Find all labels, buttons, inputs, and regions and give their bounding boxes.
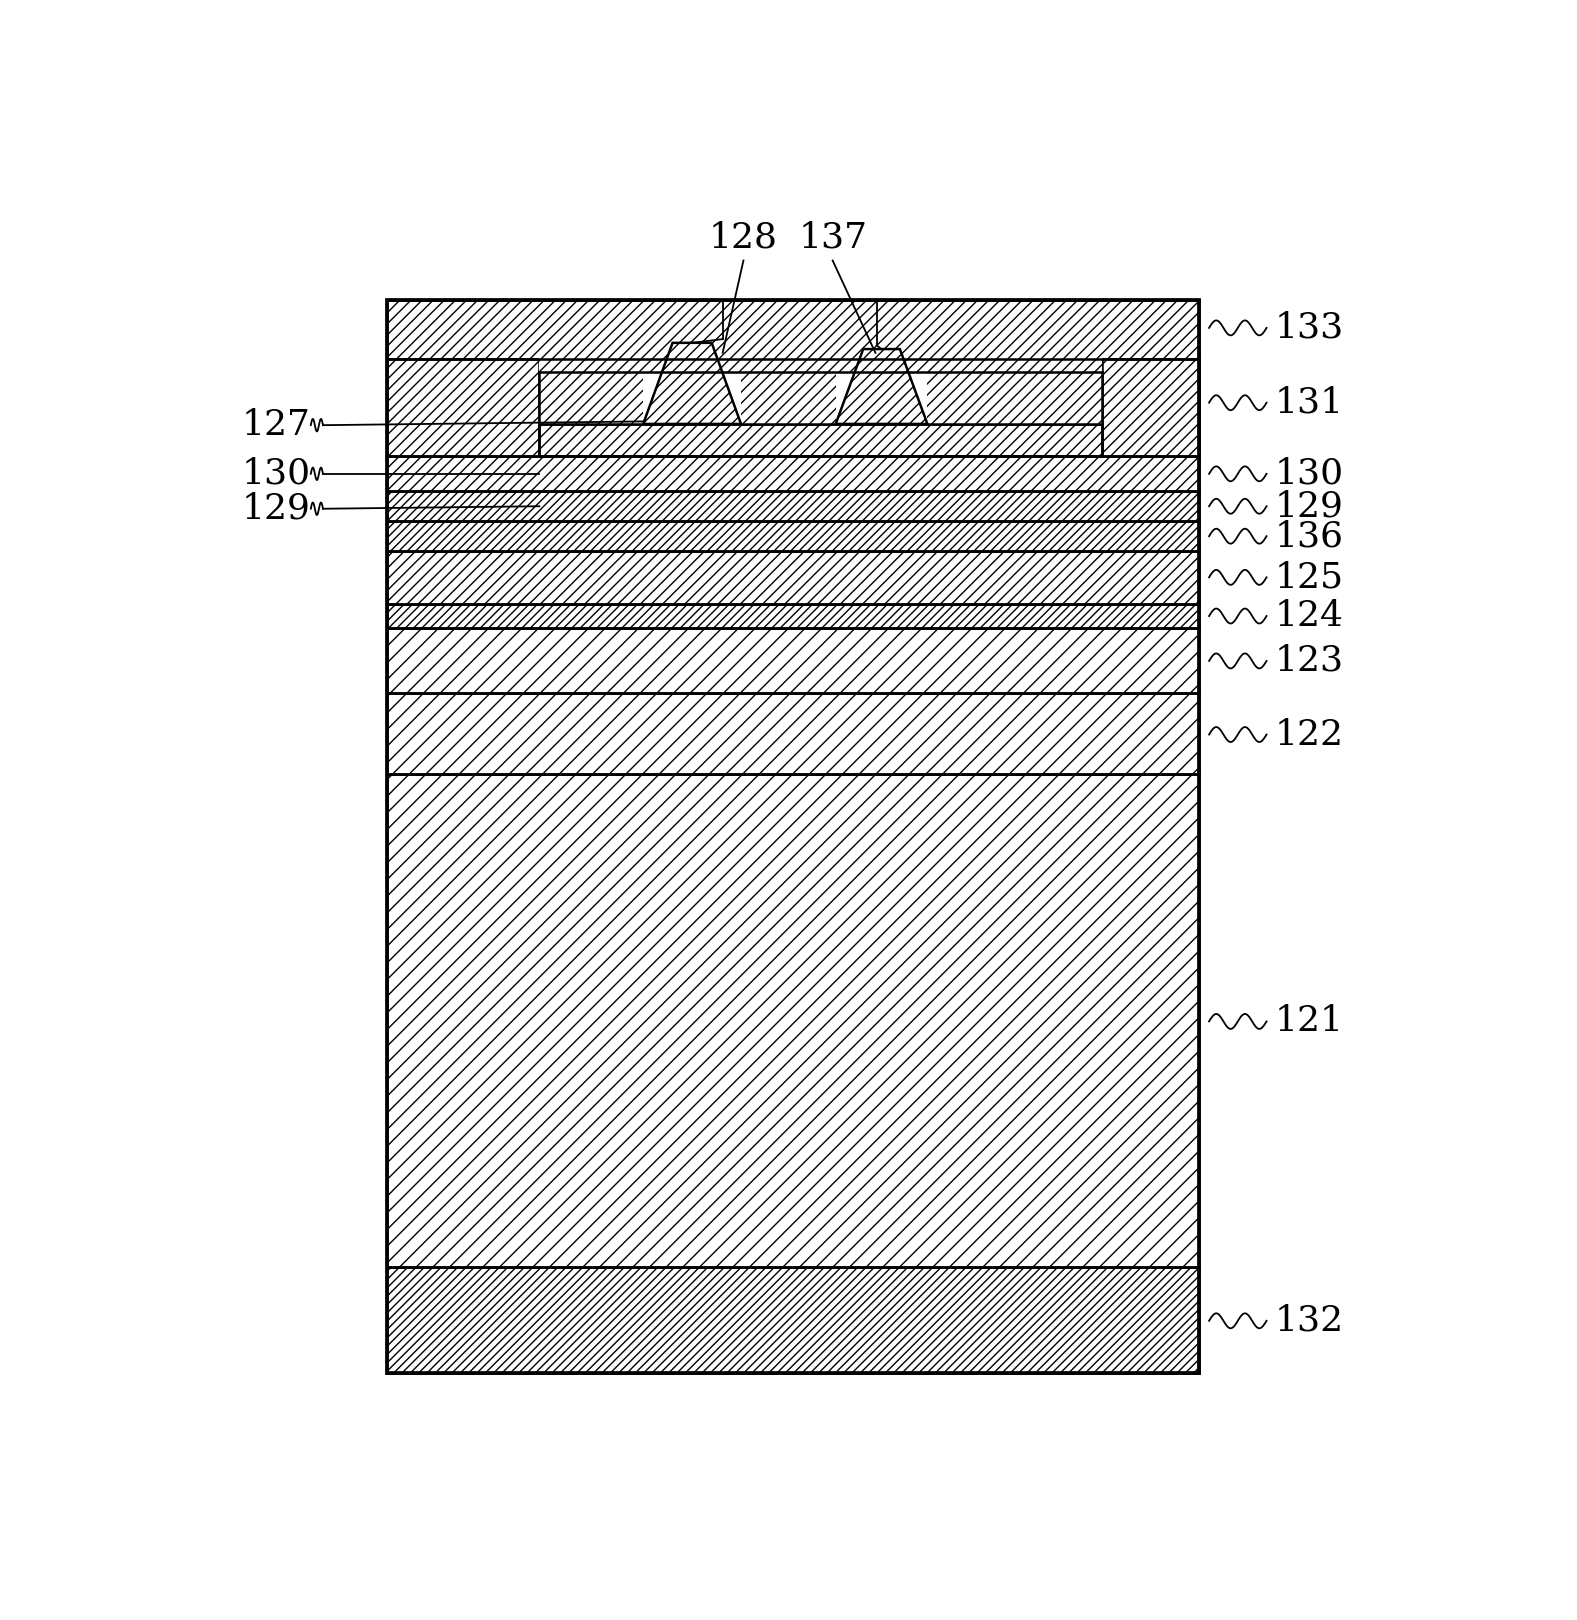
Bar [386, 300, 1199, 1374]
Bar [386, 522, 1199, 551]
Bar [386, 604, 1199, 629]
Text: 130: 130 [241, 457, 311, 491]
Bar [386, 491, 1199, 522]
Bar [1101, 360, 1199, 457]
Bar [386, 457, 1199, 491]
Text: 128: 128 [710, 220, 777, 254]
Bar [386, 774, 1199, 1267]
Text: 125: 125 [1276, 561, 1344, 595]
Bar [386, 300, 1199, 1374]
Bar [386, 551, 1199, 604]
Text: 137: 137 [798, 220, 867, 254]
Bar [539, 343, 643, 424]
Text: 129: 129 [241, 492, 311, 526]
Bar [927, 343, 1101, 424]
Text: 131: 131 [1276, 386, 1344, 420]
Text: 122: 122 [1276, 718, 1344, 752]
Bar [539, 424, 1101, 457]
Bar [741, 343, 836, 424]
Bar [386, 629, 1199, 693]
Bar [539, 343, 1101, 371]
Bar [386, 300, 1199, 360]
Text: 133: 133 [1276, 311, 1344, 345]
Text: 121: 121 [1276, 1004, 1344, 1038]
Polygon shape [836, 348, 927, 424]
Text: 130: 130 [1276, 457, 1344, 491]
Bar [386, 1267, 1199, 1374]
Text: 132: 132 [1276, 1304, 1344, 1338]
Text: 129: 129 [1276, 489, 1344, 523]
Bar [386, 693, 1199, 774]
Polygon shape [643, 343, 741, 424]
Text: 136: 136 [1276, 518, 1344, 552]
Bar [539, 371, 1101, 457]
Text: 127: 127 [241, 408, 311, 442]
Text: 124: 124 [1276, 599, 1344, 633]
Text: 123: 123 [1276, 643, 1344, 677]
Bar [386, 360, 539, 457]
Bar [386, 360, 1199, 457]
